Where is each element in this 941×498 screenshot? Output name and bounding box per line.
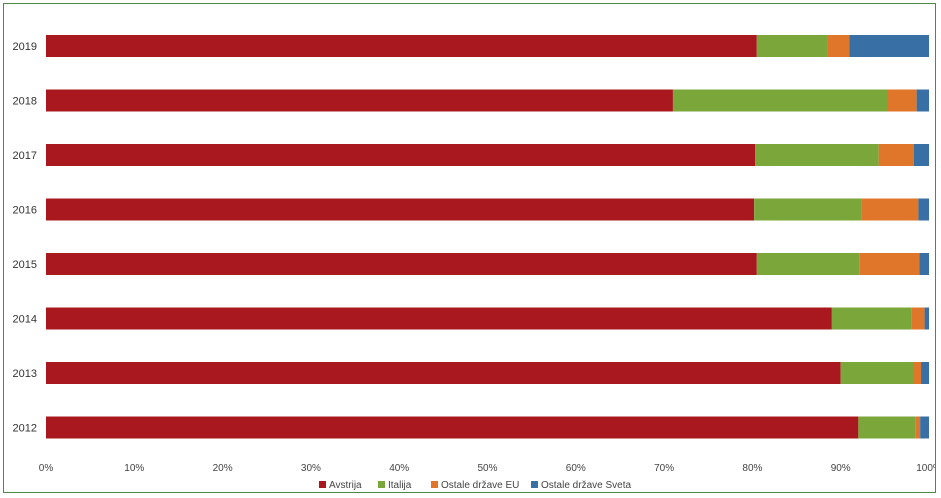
x-tick-7: 70% bbox=[654, 463, 674, 474]
y-label-2018: 2018 bbox=[13, 96, 37, 108]
legend: Avstrija Italija Ostale države EU Ostale dr… bbox=[319, 480, 631, 491]
x-tick-5: 50% bbox=[477, 463, 497, 474]
bar-segment-2014-3 bbox=[924, 307, 929, 330]
bars-layer bbox=[46, 35, 929, 439]
y-label-2012: 2012 bbox=[13, 423, 37, 435]
bar-segment-2017-1 bbox=[755, 144, 879, 166]
bar-segment-2015-1 bbox=[756, 253, 860, 275]
bar-segment-2012-2 bbox=[915, 416, 921, 439]
bar-segment-2013-3 bbox=[921, 362, 929, 384]
bar-segment-2017-2 bbox=[878, 144, 914, 166]
legend-swatch-1 bbox=[378, 481, 385, 488]
x-axis-labels: 0% 10% 20% 30% 40% 50% 60% 70% 80% 90% 100% bbox=[39, 463, 935, 474]
x-tick-2: 20% bbox=[213, 463, 233, 474]
bar-segment-2018-1 bbox=[672, 89, 888, 112]
x-tick-10: 100% bbox=[916, 463, 935, 474]
bar-segment-2012-0 bbox=[46, 416, 859, 439]
bar-segment-2013-0 bbox=[46, 362, 841, 384]
y-axis-labels: 2019 2018 2017 2016 2015 2014 2013 2012 bbox=[13, 41, 37, 435]
stacked-bar-chart: 2019 2018 2017 2016 2015 2014 2013 2012 0% 10% 20… bbox=[13, 35, 935, 491]
bar-segment-2019-0 bbox=[46, 35, 757, 57]
legend-label-3: Ostale države Sveta bbox=[541, 480, 631, 491]
y-label-2017: 2017 bbox=[13, 150, 37, 162]
chart-frame: 2019 2018 2017 2016 2015 2014 2013 2012 0% 10% 20… bbox=[3, 3, 936, 493]
legend-swatch-2 bbox=[431, 481, 438, 488]
bar-segment-2017-0 bbox=[46, 144, 756, 166]
bar-segment-2012-1 bbox=[858, 416, 916, 439]
bar-segment-2013-1 bbox=[840, 362, 914, 384]
bar-segment-2018-0 bbox=[46, 89, 673, 112]
bar-segment-2016-0 bbox=[46, 198, 755, 221]
bar-segment-2019-3 bbox=[849, 35, 929, 57]
bar-segment-2019-1 bbox=[756, 35, 828, 57]
x-tick-4: 40% bbox=[389, 463, 409, 474]
y-label-2014: 2014 bbox=[13, 314, 37, 326]
bar-segment-2017-3 bbox=[913, 144, 929, 166]
legend-swatch-3 bbox=[531, 481, 538, 488]
legend-label-2: Ostale države EU bbox=[441, 480, 519, 491]
bar-segment-2016-2 bbox=[861, 198, 919, 221]
x-tick-8: 80% bbox=[742, 463, 762, 474]
bar-segment-2019-2 bbox=[827, 35, 850, 57]
y-label-2016: 2016 bbox=[13, 205, 37, 217]
legend-label-0: Avstrija bbox=[329, 480, 362, 491]
bar-segment-2013-2 bbox=[913, 362, 922, 384]
legend-label-1: Italija bbox=[388, 480, 412, 491]
bar-segment-2015-3 bbox=[919, 253, 929, 275]
bar-segment-2015-2 bbox=[859, 253, 920, 275]
bar-segment-2014-0 bbox=[46, 307, 832, 330]
y-label-2015: 2015 bbox=[13, 259, 37, 271]
y-label-2013: 2013 bbox=[13, 368, 37, 380]
legend-swatch-0 bbox=[319, 481, 326, 488]
bar-segment-2016-1 bbox=[754, 198, 862, 221]
x-tick-9: 90% bbox=[831, 463, 851, 474]
x-tick-1: 10% bbox=[124, 463, 144, 474]
y-label-2019: 2019 bbox=[13, 41, 37, 53]
x-tick-0: 0% bbox=[39, 463, 54, 474]
x-tick-3: 30% bbox=[301, 463, 321, 474]
bar-segment-2014-2 bbox=[911, 307, 925, 330]
bar-segment-2016-3 bbox=[918, 198, 929, 221]
bar-segment-2012-3 bbox=[920, 416, 929, 439]
bar-segment-2018-3 bbox=[916, 89, 929, 112]
bar-segment-2014-1 bbox=[831, 307, 912, 330]
bar-segment-2018-2 bbox=[887, 89, 917, 112]
bar-segment-2015-0 bbox=[46, 253, 757, 275]
x-tick-6: 60% bbox=[566, 463, 586, 474]
